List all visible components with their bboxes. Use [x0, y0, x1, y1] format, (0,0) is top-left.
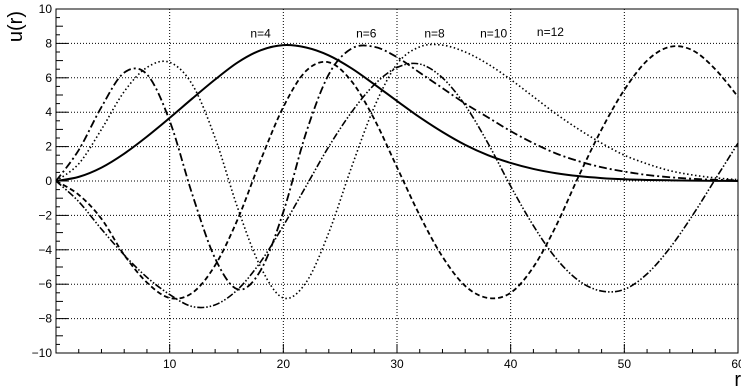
y-tick-label: 0 [45, 174, 52, 188]
x-tick-label: 50 [618, 357, 632, 371]
y-tick-label: 8 [45, 36, 52, 50]
y-tick-label: −2 [38, 208, 52, 222]
curve-annotations: n=4 n=6 n=8 n=10 n=12 [250, 25, 564, 41]
y-tick-label: −6 [38, 277, 52, 291]
y-tick-label: −10 [32, 346, 53, 360]
curve-label: n=4 [250, 27, 271, 41]
grid [56, 9, 738, 353]
y-tick-label: −8 [38, 312, 52, 326]
series-line-n=6 [55, 44, 739, 291]
x-tick-label: 10 [163, 357, 177, 371]
y-axis-label: u(r) [5, 11, 27, 42]
axis-ticks [56, 8, 739, 354]
x-tick-label: 60 [731, 357, 741, 371]
series-line-n=10 [55, 45, 739, 300]
x-tick-label: 20 [277, 357, 291, 371]
y-tick-label: 2 [45, 140, 52, 154]
series-line-n=4 [55, 44, 739, 182]
curve-label: n=6 [356, 27, 377, 41]
x-axis-label: r [734, 369, 741, 389]
x-tick-label: 30 [390, 357, 404, 371]
x-tick-label: 40 [504, 357, 518, 371]
y-tick-label: 4 [45, 105, 52, 119]
y-tick-label: 10 [39, 2, 53, 16]
curve-label: n=8 [424, 27, 445, 41]
y-tick-label: 6 [45, 71, 52, 85]
tick-labels: 10 20 30 40 50 60 −10 −8 −6 −4 −2 0 2 4 6 8 10 [32, 2, 741, 371]
curve-label: n=12 [537, 25, 564, 39]
y-tick-label: −4 [38, 243, 52, 257]
series-line-n=12 [55, 62, 739, 309]
series-layer [55, 43, 739, 309]
curve-label: n=10 [480, 27, 507, 41]
